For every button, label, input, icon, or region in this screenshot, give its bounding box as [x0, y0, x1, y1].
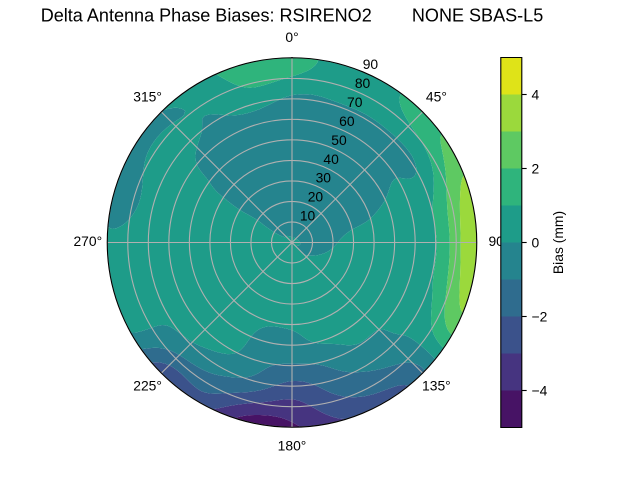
svg-text:4: 4: [532, 87, 540, 103]
svg-text:−2: −2: [532, 309, 548, 325]
svg-text:315°: 315°: [133, 89, 162, 105]
svg-text:0°: 0°: [285, 29, 298, 45]
svg-text:20: 20: [308, 189, 324, 205]
svg-text:80: 80: [355, 75, 371, 91]
svg-text:180°: 180°: [278, 437, 307, 453]
svg-text:2: 2: [532, 161, 540, 177]
svg-text:50: 50: [331, 132, 347, 148]
svg-text:40: 40: [323, 151, 339, 167]
svg-text:10: 10: [300, 208, 316, 224]
svg-text:270°: 270°: [73, 233, 102, 249]
svg-text:225°: 225°: [133, 377, 162, 393]
svg-text:Delta Antenna Phase Biases: RS: Delta Antenna Phase Biases: RSIRENO2 NON…: [41, 6, 544, 26]
svg-text:90: 90: [363, 56, 379, 72]
svg-text:0: 0: [532, 235, 540, 251]
svg-text:70: 70: [347, 94, 363, 110]
svg-text:30: 30: [316, 170, 332, 186]
svg-text:45°: 45°: [426, 89, 447, 105]
svg-text:Bias (mm): Bias (mm): [550, 211, 566, 274]
svg-text:135°: 135°: [422, 377, 451, 393]
svg-text:60: 60: [339, 113, 355, 129]
svg-text:−4: −4: [532, 383, 548, 399]
